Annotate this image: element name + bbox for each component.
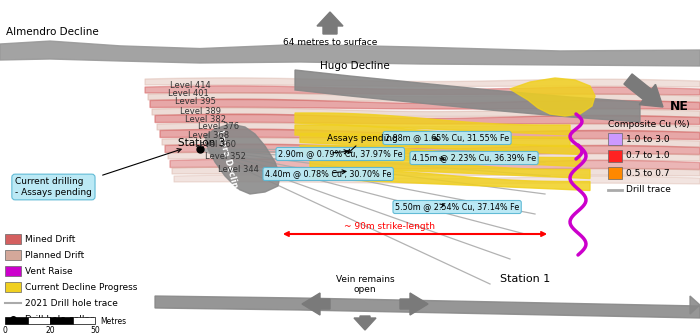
Bar [5,317,27,324]
Text: 20: 20 [46,326,55,334]
Text: Level 414: Level 414 [170,81,211,90]
Text: Almendro Decline: Almendro Decline [6,27,99,37]
FancyArrow shape [624,74,663,107]
Bar [5,250,21,260]
Text: Vent Raise: Vent Raise [25,267,73,276]
Polygon shape [152,108,700,117]
Text: Hugo Decline: Hugo Decline [320,61,390,71]
Bar [608,133,622,145]
Text: 50: 50 [90,326,100,334]
Text: Level 352: Level 352 [205,152,246,161]
Polygon shape [510,78,595,116]
Text: Station 3: Station 3 [178,138,225,148]
Text: Level 360: Level 360 [195,140,236,149]
Text: 0.7 to 1.0: 0.7 to 1.0 [626,152,670,161]
Polygon shape [160,129,700,140]
Polygon shape [310,158,590,178]
Polygon shape [155,296,700,318]
Text: 4.40m @ 0.78% Cu , 30.70% Fe: 4.40m @ 0.78% Cu , 30.70% Fe [265,169,391,178]
Text: Level 344: Level 344 [218,165,259,174]
Polygon shape [300,134,580,155]
Polygon shape [172,167,700,176]
Text: Composite Cu (%): Composite Cu (%) [608,120,690,129]
Polygon shape [170,159,700,169]
Text: Level 389: Level 389 [180,107,221,116]
Polygon shape [174,175,700,184]
Polygon shape [300,146,580,167]
Text: NE: NE [670,100,689,113]
Text: 64 metres to surface: 64 metres to surface [283,38,377,47]
Polygon shape [148,93,700,102]
Polygon shape [168,152,700,161]
Polygon shape [155,114,700,125]
Text: 4.15m @ 2.23% Cu, 36.39% Fe: 4.15m @ 2.23% Cu, 36.39% Fe [412,154,536,163]
Text: Laura Decline: Laura Decline [215,129,241,195]
Text: 0.5 to 0.7: 0.5 to 0.7 [626,168,670,177]
Polygon shape [310,169,590,190]
Text: Drill trace: Drill trace [626,185,671,194]
Text: Vein remains
open: Vein remains open [336,275,394,294]
Polygon shape [295,113,570,135]
Bar [50,317,73,324]
Text: ~ 90m strike-length: ~ 90m strike-length [344,222,435,231]
Text: Planned Drift: Planned Drift [25,250,84,260]
Text: Drill hole collar: Drill hole collar [25,315,94,324]
FancyArrow shape [302,293,330,315]
Text: Level 376: Level 376 [198,122,239,131]
Bar [73,317,95,324]
Bar [5,266,21,276]
FancyArrow shape [400,293,428,315]
Polygon shape [165,144,700,155]
Text: 5.50m @ 2.54% Cu, 37.14% Fe: 5.50m @ 2.54% Cu, 37.14% Fe [395,202,519,211]
Text: 1.0 to 3.0: 1.0 to 3.0 [626,135,670,144]
Text: Assays pending: Assays pending [327,134,398,143]
Text: 0: 0 [3,326,8,334]
Polygon shape [295,70,640,122]
FancyArrow shape [317,12,343,34]
Text: Station 1: Station 1 [500,274,550,284]
Polygon shape [205,124,280,194]
Polygon shape [157,123,700,132]
Polygon shape [145,86,700,95]
Text: Mined Drift: Mined Drift [25,234,76,243]
Text: 2.90m @ 0.79% Cu, 37.97% Fe: 2.90m @ 0.79% Cu, 37.97% Fe [278,150,402,159]
Polygon shape [150,99,700,110]
Bar [608,167,622,179]
Text: 2021 Drill hole trace: 2021 Drill hole trace [25,299,118,308]
Text: Level 368: Level 368 [188,131,229,140]
Polygon shape [162,138,700,147]
Polygon shape [0,41,700,66]
Text: Current drilling
- Assays pending: Current drilling - Assays pending [15,177,92,197]
Bar [5,234,21,244]
Text: Metres: Metres [100,317,126,326]
Bar [27,317,50,324]
Bar [5,282,21,292]
FancyArrow shape [354,316,376,330]
Text: 2.88m @ 1.65% Cu, 31.55% Fe: 2.88m @ 1.65% Cu, 31.55% Fe [385,134,509,143]
Polygon shape [295,125,570,147]
Text: Level 382: Level 382 [185,115,226,124]
Polygon shape [690,296,700,314]
Bar [608,150,622,162]
Text: Current Decline Progress: Current Decline Progress [25,283,137,292]
Text: Level 401: Level 401 [168,89,209,98]
Text: Level 395: Level 395 [175,97,216,106]
Polygon shape [145,78,700,87]
